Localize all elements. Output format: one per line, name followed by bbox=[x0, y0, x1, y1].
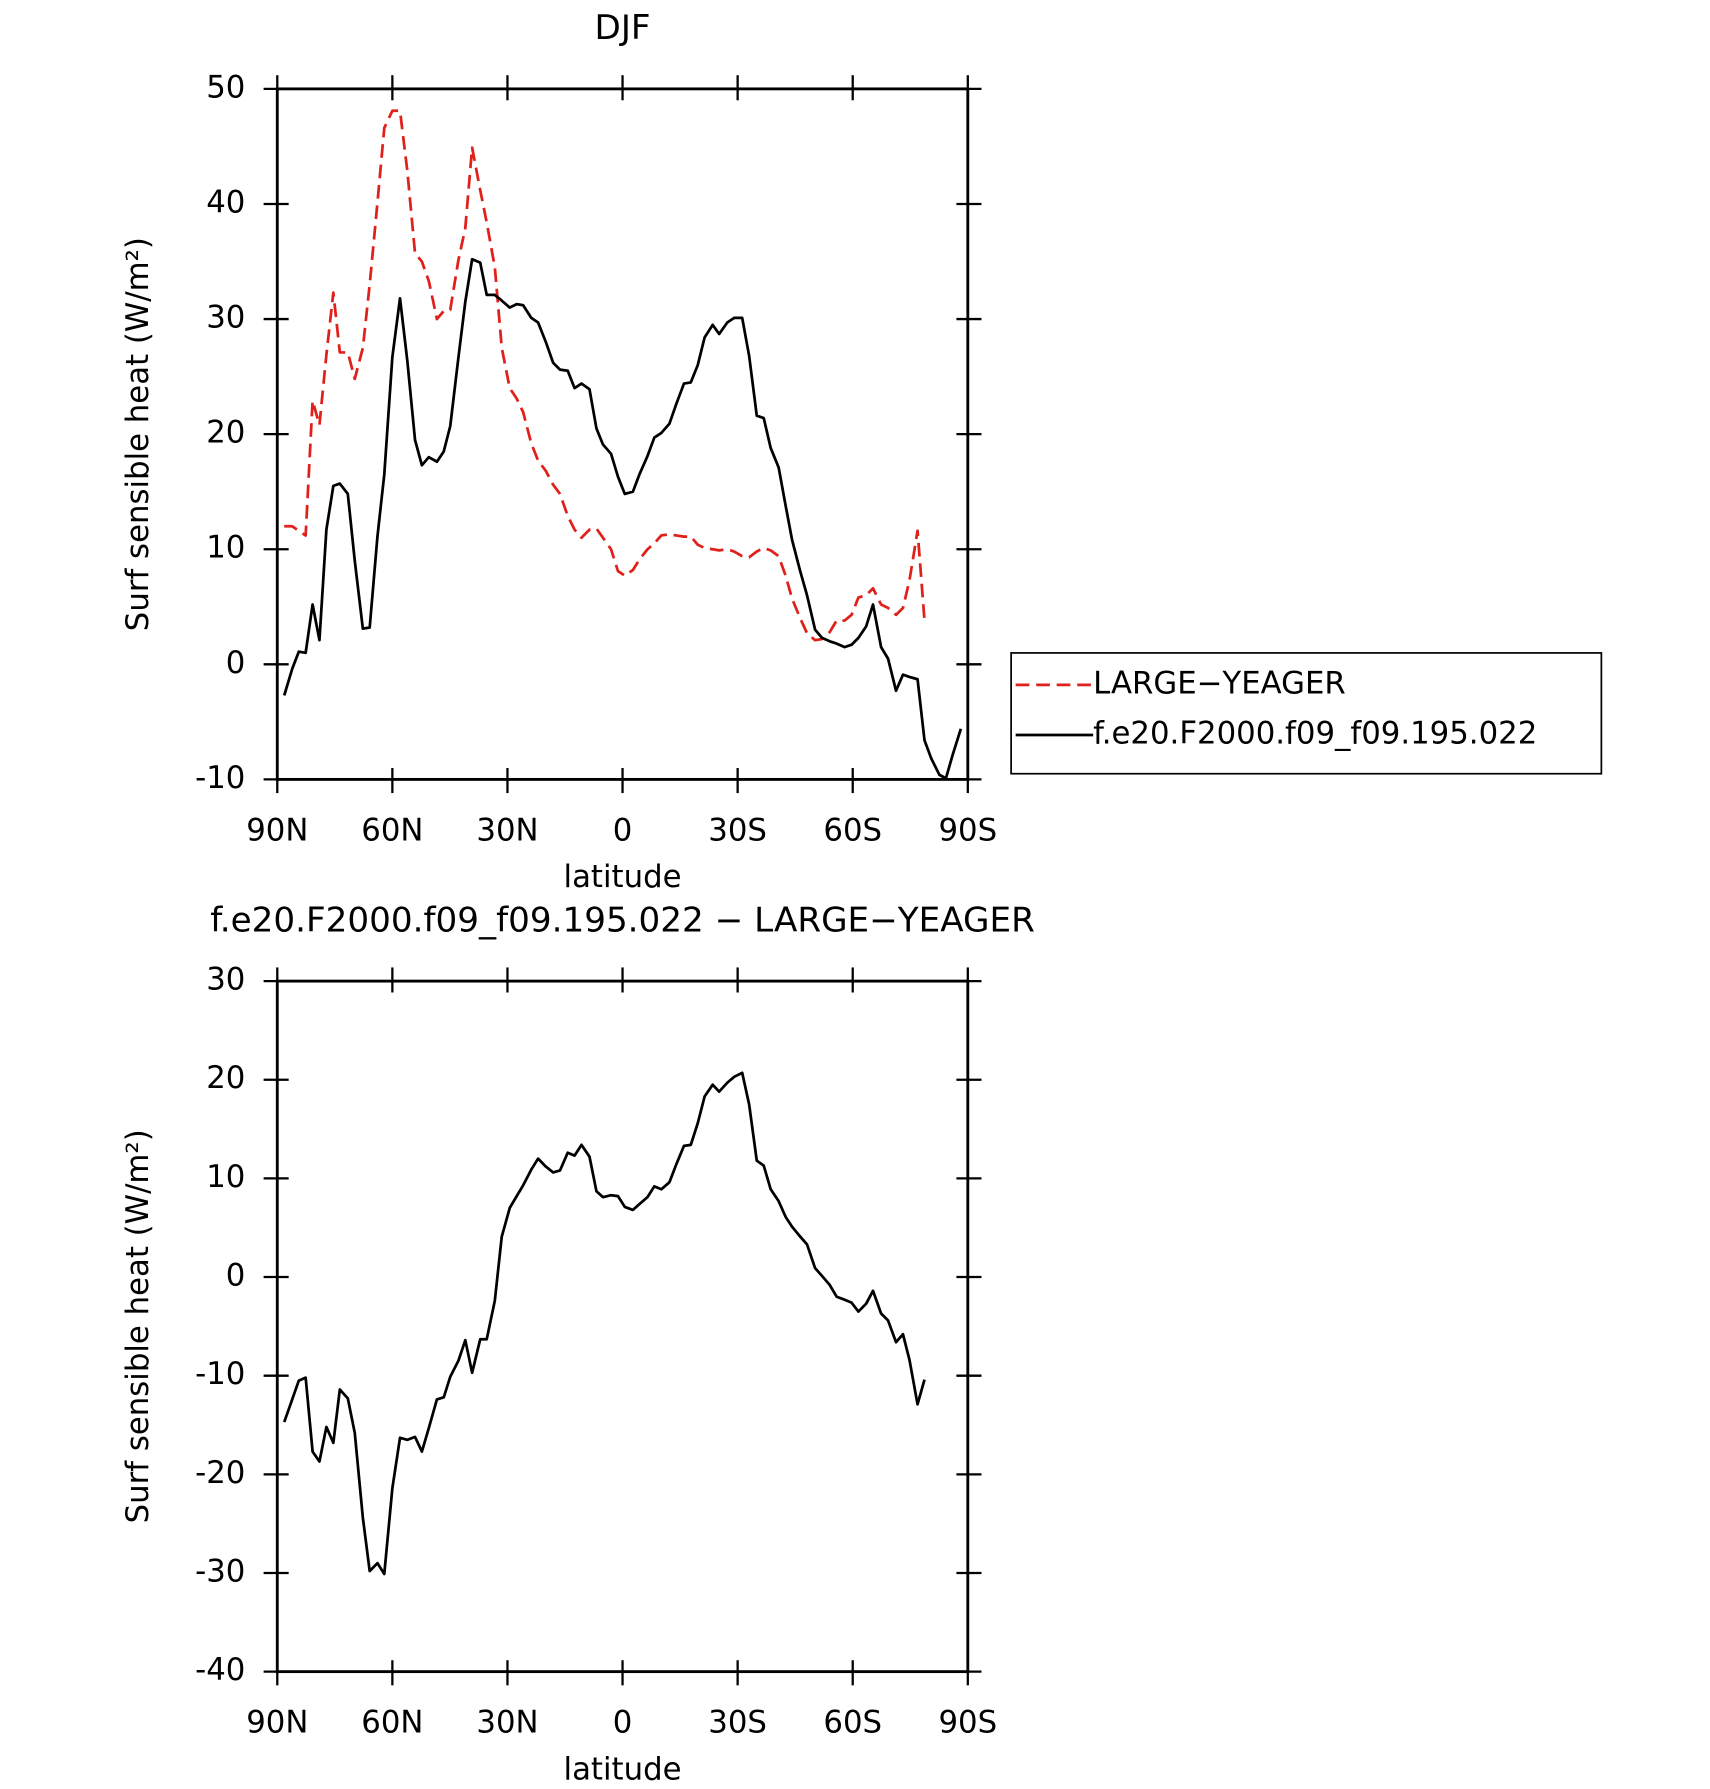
y-axis-label: Surf sensible heat (W/m²) bbox=[120, 237, 156, 631]
x-tick-label: 30N bbox=[476, 1705, 538, 1741]
data-line bbox=[284, 109, 926, 642]
data-line bbox=[282, 1071, 926, 1576]
x-axis-label: latitude bbox=[564, 1751, 682, 1787]
x-tick-label: 60N bbox=[361, 812, 423, 848]
x-tick-label: 90N bbox=[246, 812, 308, 848]
y-tick-label: -30 bbox=[195, 1553, 245, 1589]
data-line bbox=[282, 257, 963, 780]
y-tick-label: 30 bbox=[206, 962, 245, 998]
y-axis-label: Surf sensible heat (W/m²) bbox=[120, 1129, 156, 1523]
x-axis-label: latitude bbox=[564, 859, 682, 895]
y-tick-label: 10 bbox=[206, 1159, 245, 1195]
x-tick-label: 90S bbox=[938, 812, 997, 848]
legend-box bbox=[1010, 652, 1603, 775]
y-tick-label: -20 bbox=[195, 1455, 245, 1491]
x-tick-label: 0 bbox=[613, 1705, 633, 1741]
legend-label: LARGE−YEAGER bbox=[1093, 665, 1346, 701]
plot-frame bbox=[275, 979, 970, 1674]
y-tick-label: 0 bbox=[226, 645, 246, 681]
y-tick-label: -10 bbox=[195, 1356, 245, 1392]
y-tick-label: 40 bbox=[206, 184, 245, 220]
y-tick-label: -40 bbox=[195, 1652, 245, 1688]
chart-title: f.e20.F2000.f09_f09.195.022 − LARGE−YEAG… bbox=[210, 900, 1035, 940]
y-tick-label: 30 bbox=[206, 300, 245, 336]
x-tick-label: 30S bbox=[708, 1705, 767, 1741]
y-tick-label: 0 bbox=[226, 1258, 246, 1294]
legend-label: f.e20.F2000.f09_f09.195.022 bbox=[1093, 715, 1537, 751]
plot-frame bbox=[275, 87, 970, 781]
y-tick-label: -10 bbox=[195, 760, 245, 796]
y-tick-label: 50 bbox=[206, 69, 245, 105]
x-tick-label: 30N bbox=[476, 812, 538, 848]
x-tick-label: 60S bbox=[823, 812, 882, 848]
x-tick-label: 90S bbox=[938, 1705, 997, 1741]
chart-title: DJF bbox=[595, 8, 651, 48]
y-tick-label: 20 bbox=[206, 1060, 245, 1096]
x-tick-label: 30S bbox=[708, 812, 767, 848]
x-tick-label: 0 bbox=[613, 812, 633, 848]
x-tick-label: 60N bbox=[361, 1705, 423, 1741]
y-tick-label: 20 bbox=[206, 415, 245, 451]
y-tick-label: 10 bbox=[206, 530, 245, 566]
x-tick-label: 90N bbox=[246, 1705, 308, 1741]
x-tick-label: 60S bbox=[823, 1705, 882, 1741]
